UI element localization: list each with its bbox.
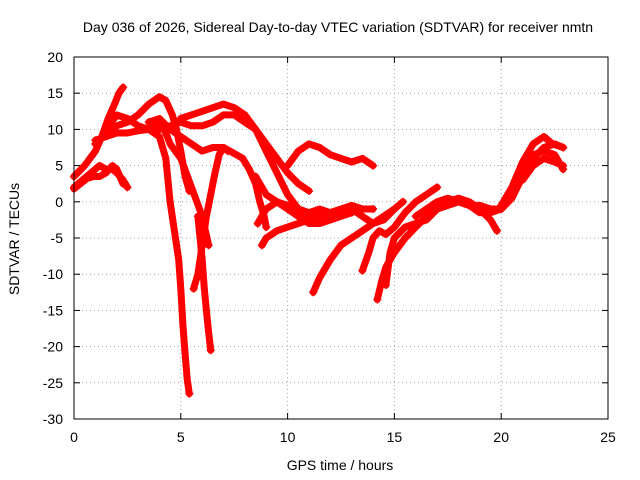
series-endpoint-marker — [119, 83, 128, 92]
y-tick-label: 0 — [55, 194, 63, 210]
series-endpoint-marker — [123, 183, 132, 192]
y-tick-label: 20 — [47, 49, 63, 65]
series-endpoint-marker — [189, 284, 198, 293]
series-endpoint-marker — [253, 219, 262, 228]
series-endpoint-marker — [369, 161, 378, 170]
y-tick-label: -25 — [43, 375, 63, 391]
chart-title: Day 036 of 2026, Sidereal Day-to-day VTE… — [83, 19, 593, 35]
y-tick-label: 5 — [55, 158, 63, 174]
series-arc-2 — [70, 162, 131, 191]
y-tick-label: -5 — [51, 230, 64, 246]
x-tick-label: 0 — [70, 429, 78, 445]
y-axis-label: SDTVAR / TECUs — [6, 183, 22, 295]
series-arc-21 — [497, 147, 567, 213]
series-layer — [70, 83, 568, 398]
series-endpoint-marker — [206, 346, 215, 355]
series-endpoint-marker — [91, 136, 100, 145]
series-arc-23 — [519, 154, 567, 184]
series-endpoint-marker — [309, 288, 318, 297]
series-arc-22 — [497, 133, 567, 209]
x-tick-label: 10 — [280, 429, 296, 445]
series-endpoint-marker — [144, 118, 153, 127]
series-endpoint-marker — [304, 186, 313, 195]
series-endpoint-marker — [102, 125, 111, 134]
y-tick-label: -10 — [43, 266, 63, 282]
series-arc-9 — [177, 100, 324, 220]
x-tick-label: 25 — [600, 429, 616, 445]
series-arc-13 — [284, 140, 377, 170]
y-tick-label: 10 — [47, 121, 63, 137]
y-tick-label: -20 — [43, 339, 63, 355]
series-arc-8 — [155, 111, 313, 195]
series-arc-11 — [190, 144, 232, 293]
series-arc-4 — [91, 93, 193, 195]
y-tick-label: 15 — [47, 85, 63, 101]
series-endpoint-marker — [283, 161, 292, 170]
series-arc-5 — [102, 111, 193, 398]
series-endpoint-marker — [381, 281, 390, 290]
x-tick-label: 20 — [493, 429, 509, 445]
series-endpoint-marker — [251, 172, 260, 181]
x-tick-label: 15 — [387, 429, 403, 445]
x-tick-labels: 0 5 10 15 20 25 — [70, 429, 616, 445]
series-endpoint-marker — [193, 212, 202, 221]
series-endpoint-marker — [155, 125, 164, 134]
series-endpoint-marker — [411, 212, 420, 221]
grid-lines — [74, 57, 608, 419]
y-tick-label: -30 — [43, 411, 63, 427]
x-axis-label: GPS time / hours — [287, 457, 394, 473]
series-endpoint-marker — [204, 241, 213, 250]
axis-ticks — [73, 56, 609, 420]
series-endpoint-marker — [262, 223, 271, 232]
series-endpoint-marker — [559, 161, 568, 170]
series-endpoint-marker — [398, 197, 407, 206]
x-tick-label: 5 — [177, 429, 185, 445]
series-endpoint-marker — [358, 266, 367, 275]
y-tick-label: -15 — [43, 302, 63, 318]
series-endpoint-marker — [369, 205, 378, 214]
series-endpoint-marker — [373, 295, 382, 304]
y-tick-labels: -30 -25 -20 -15 -10 -5 0 5 10 15 20 — [43, 49, 63, 427]
series-endpoint-marker — [559, 143, 568, 152]
series-endpoint-marker — [257, 241, 266, 250]
series-endpoint-marker — [433, 183, 442, 192]
series-endpoint-marker — [518, 176, 527, 185]
series-endpoint-marker — [390, 205, 399, 214]
series-endpoint-marker — [492, 226, 501, 235]
series-endpoint-marker — [185, 389, 194, 398]
series-arc-16 — [309, 205, 398, 296]
series-endpoint-marker — [176, 114, 185, 123]
series-arc-17 — [358, 183, 441, 275]
series-endpoint-marker — [223, 147, 232, 156]
series-arc-6 — [91, 118, 213, 249]
series-endpoint-marker — [497, 201, 506, 210]
